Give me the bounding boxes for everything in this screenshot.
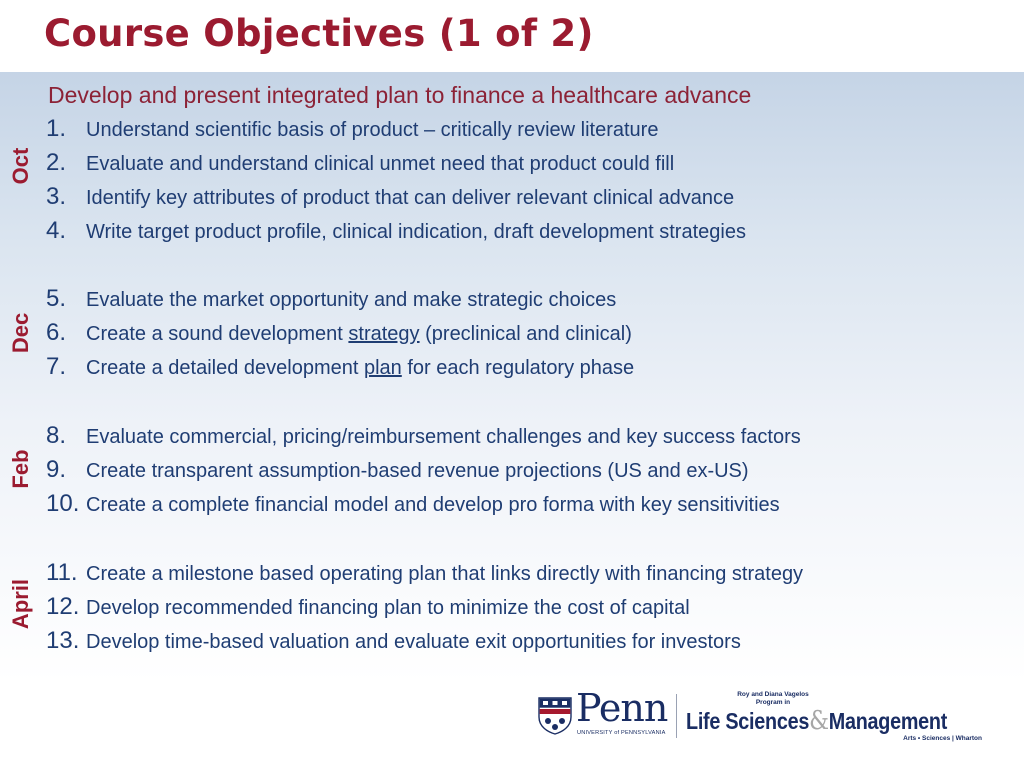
- content-background: [0, 72, 1024, 682]
- objective-number: 9.: [46, 456, 67, 483]
- objective-item: 4. Write target product profile, clinica…: [46, 217, 746, 247]
- month-label-oct: Oct: [8, 147, 33, 185]
- objective-item: 5. Evaluate the market opportunity and m…: [46, 285, 616, 315]
- objective-text: Create a sound development strategy (pre…: [86, 323, 632, 346]
- program-wordmark: Life Sciences&Management: [686, 706, 947, 736]
- objective-text: Write target product profile, clinical i…: [86, 221, 746, 243]
- objective-text: Evaluate and understand clinical unmet n…: [86, 153, 675, 175]
- penn-wordmark: Penn: [576, 686, 668, 730]
- objective-text: Identify key attributes of product that …: [86, 187, 735, 209]
- program-word-left: Life Sciences: [686, 708, 810, 734]
- objective-number: 10.: [46, 490, 80, 517]
- objective-item: 9. Create transparent assumption-based r…: [46, 456, 749, 486]
- program-word-right: Management: [828, 708, 948, 734]
- logo-divider: [676, 694, 677, 738]
- strategy-link[interactable]: strategy: [348, 323, 420, 345]
- objective-text: Create a complete financial model and de…: [86, 494, 780, 516]
- objective-number: 11.: [46, 559, 78, 586]
- objective-number: 8.: [46, 422, 67, 449]
- objective-number: 12.: [46, 593, 80, 620]
- penn-logo: Penn UNIVERSITY of PENNSYLVANIA: [538, 686, 668, 746]
- month-label-dec: Dec: [8, 312, 33, 354]
- objective-text-pre: Create a detailed development: [86, 357, 364, 379]
- objective-number: 5.: [46, 285, 67, 312]
- objective-item: 3. Identify key attributes of product th…: [46, 183, 734, 213]
- objective-number: 7.: [46, 353, 67, 380]
- objective-item: 12. Develop recommended financing plan t…: [46, 593, 690, 623]
- objective-text: Develop recommended financing plan to mi…: [86, 597, 690, 619]
- life-sciences-management-logo: Roy and Diana Vagelos Program in Life Sc…: [686, 686, 986, 746]
- objective-item: 10. Create a complete financial model an…: [46, 490, 780, 520]
- objective-text: Create a milestone based operating plan …: [86, 563, 804, 585]
- objective-text: Develop time-based valuation and evaluat…: [86, 631, 741, 653]
- objective-item: 8. Evaluate commercial, pricing/reimburs…: [46, 422, 801, 452]
- penn-subtext: UNIVERSITY of PENNSYLVANIA: [577, 730, 666, 736]
- objective-number: 2.: [46, 149, 67, 176]
- objective-text-post: for each regulatory phase: [401, 357, 635, 379]
- month-label-april: April: [8, 578, 33, 630]
- objective-number: 6.: [46, 319, 67, 346]
- objective-text: Create a detailed development plan for e…: [86, 357, 634, 380]
- objective-item: 2. Evaluate and understand clinical unme…: [46, 149, 674, 179]
- objective-item: 6. Create a sound development strategy (…: [46, 319, 632, 349]
- month-label-feb: Feb: [8, 449, 33, 489]
- objective-item: 1. Understand scientific basis of produc…: [46, 115, 658, 145]
- program-ampersand: &: [809, 706, 829, 736]
- objective-item: 7. Create a detailed development plan fo…: [46, 353, 634, 383]
- program-schools-text: Arts • Sciences | Wharton: [903, 735, 982, 742]
- objective-text: Evaluate the market opportunity and make…: [86, 289, 617, 311]
- program-sponsor-text: Roy and Diana Vagelos Program in: [737, 691, 809, 707]
- objective-text: Create transparent assumption-based reve…: [86, 460, 749, 482]
- objective-number: 1.: [46, 115, 67, 142]
- objective-text-pre: Create a sound development: [86, 323, 349, 345]
- slide-title: Course Objectives (1 of 2): [44, 12, 594, 55]
- objective-item: 11. Create a milestone based operating p…: [46, 559, 803, 589]
- penn-shield-icon: [538, 697, 572, 735]
- objective-number: 3.: [46, 183, 67, 210]
- objective-number: 13.: [46, 627, 80, 654]
- objective-number: 4.: [46, 217, 67, 244]
- plan-link[interactable]: plan: [363, 357, 402, 379]
- objective-text-post: (preclinical and clinical): [419, 323, 632, 345]
- objective-item: 13. Develop time-based valuation and eva…: [46, 627, 741, 657]
- objective-text: Evaluate commercial, pricing/reimburseme…: [86, 426, 801, 448]
- objective-text: Understand scientific basis of product –…: [86, 119, 659, 141]
- slide-subtitle: Develop and present integrated plan to f…: [48, 82, 752, 108]
